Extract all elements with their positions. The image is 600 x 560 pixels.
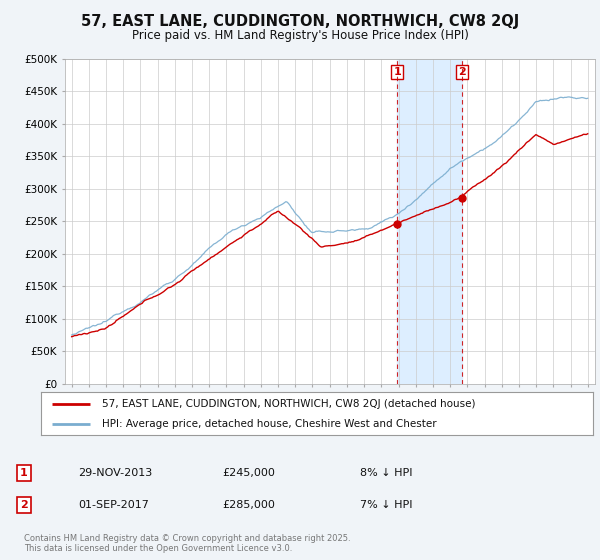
Text: 57, EAST LANE, CUDDINGTON, NORTHWICH, CW8 2QJ: 57, EAST LANE, CUDDINGTON, NORTHWICH, CW… bbox=[81, 14, 519, 29]
Text: 1: 1 bbox=[20, 468, 28, 478]
Text: HPI: Average price, detached house, Cheshire West and Chester: HPI: Average price, detached house, Ches… bbox=[101, 419, 436, 430]
Text: 57, EAST LANE, CUDDINGTON, NORTHWICH, CW8 2QJ (detached house): 57, EAST LANE, CUDDINGTON, NORTHWICH, CW… bbox=[101, 399, 475, 409]
Text: 2: 2 bbox=[20, 500, 28, 510]
Text: 1: 1 bbox=[393, 67, 401, 77]
Text: £285,000: £285,000 bbox=[222, 500, 275, 510]
Text: £245,000: £245,000 bbox=[222, 468, 275, 478]
Text: 01-SEP-2017: 01-SEP-2017 bbox=[78, 500, 149, 510]
Text: 8% ↓ HPI: 8% ↓ HPI bbox=[360, 468, 413, 478]
Text: 7% ↓ HPI: 7% ↓ HPI bbox=[360, 500, 413, 510]
Text: 29-NOV-2013: 29-NOV-2013 bbox=[78, 468, 152, 478]
Text: Price paid vs. HM Land Registry's House Price Index (HPI): Price paid vs. HM Land Registry's House … bbox=[131, 29, 469, 42]
Text: Contains HM Land Registry data © Crown copyright and database right 2025.
This d: Contains HM Land Registry data © Crown c… bbox=[24, 534, 350, 553]
Text: 2: 2 bbox=[458, 67, 466, 77]
Bar bbox=[397, 59, 461, 384]
